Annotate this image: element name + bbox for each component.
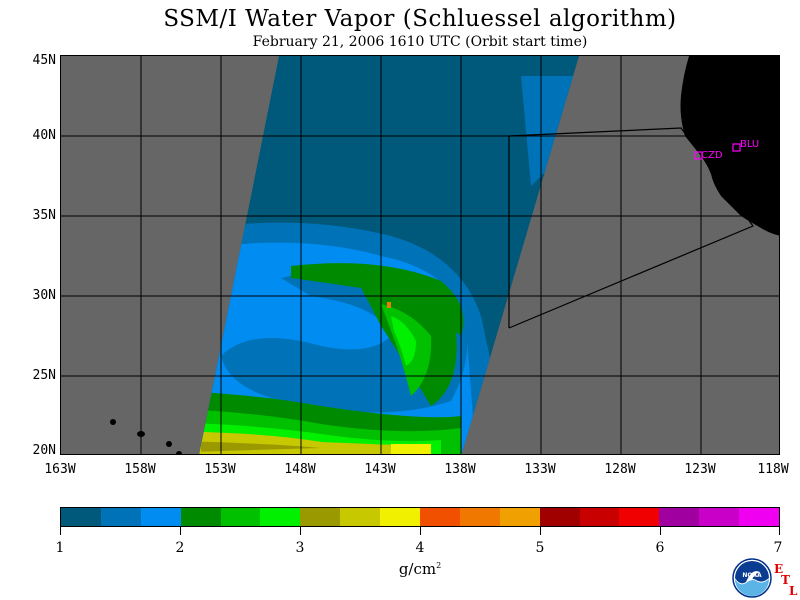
colorbar-segment <box>140 508 181 526</box>
colorbar-segment <box>380 508 421 526</box>
colorbar-label-3: 3 <box>295 540 305 556</box>
station-label-czd: CZD <box>701 150 723 161</box>
lon-label-138w: 138W <box>444 462 476 477</box>
units-exponent: 2 <box>436 561 442 570</box>
land-island <box>166 441 172 447</box>
colorbar-tick <box>420 527 421 535</box>
noaa-logo[interactable]: NOAA <box>732 558 772 598</box>
lat-label-20n: 20N <box>32 443 56 458</box>
colorbar-label-2: 2 <box>175 540 185 556</box>
colorbar-segment <box>300 508 341 526</box>
colorbar-label-5: 5 <box>535 540 545 556</box>
colorbar-label-4: 4 <box>415 540 425 556</box>
colorbar-label-7: 7 <box>773 540 783 556</box>
map-subtitle: February 21, 2006 1610 UTC (Orbit start … <box>252 34 588 50</box>
station-marker-czd[interactable] <box>694 151 703 160</box>
color-bar <box>60 507 780 527</box>
map-title: SSM/I Water Vapor (Schluessel algorithm) <box>163 6 677 32</box>
lon-label-163w: 163W <box>44 462 76 477</box>
colorbar-segment <box>739 508 780 526</box>
units-text: g/cm <box>398 560 437 578</box>
colorbar-tick <box>60 527 61 535</box>
lat-label-45n: 45N <box>32 53 56 68</box>
colorbar-tick <box>300 527 301 535</box>
lon-label-123w: 123W <box>684 462 716 477</box>
colorbar-tick <box>779 527 780 535</box>
lon-label-118w: 118W <box>757 462 789 477</box>
colorbar-segment <box>499 508 540 526</box>
colorbar-segment <box>699 508 740 526</box>
colorbar-segment <box>420 508 460 526</box>
lat-label-30n: 30N <box>32 288 56 303</box>
colorbar-label-1: 1 <box>55 540 65 556</box>
lon-label-143w: 143W <box>364 462 396 477</box>
lon-label-128w: 128W <box>604 462 636 477</box>
noaa-logo-text: NOAA <box>742 572 762 579</box>
colorbar-segment <box>61 508 101 526</box>
land-island <box>176 451 182 454</box>
colorbar-tick <box>540 527 541 535</box>
etl-letter-e: E <box>774 562 784 576</box>
colorbar-segment <box>220 508 261 526</box>
colorbar-segment <box>459 508 500 526</box>
domain-boundary <box>508 127 754 329</box>
colorbar-tick <box>180 527 181 535</box>
land-california <box>680 56 779 236</box>
lat-label-35n: 35N <box>32 208 56 223</box>
colorbar-units: g/cm2 <box>380 560 460 578</box>
colorbar-label-6: 6 <box>655 540 665 556</box>
lon-label-133w: 133W <box>524 462 556 477</box>
water-vapor-map[interactable]: CZD BLU <box>60 55 780 455</box>
land-island <box>110 419 116 425</box>
lon-label-148w: 148W <box>284 462 316 477</box>
map-canvas: CZD BLU <box>61 56 779 454</box>
colorbar-tick <box>660 527 661 535</box>
etl-letter-l: L <box>789 584 798 598</box>
colorbar-segment <box>180 508 221 526</box>
lon-label-158w: 158W <box>124 462 156 477</box>
lat-label-25n: 25N <box>32 368 56 383</box>
colorbar-segment <box>340 508 381 526</box>
station-label-blu: BLU <box>740 139 759 150</box>
colorbar-segment <box>619 508 660 526</box>
lon-label-153w: 153W <box>204 462 236 477</box>
station-marker-blu[interactable] <box>732 143 741 152</box>
colorbar-segment <box>659 508 700 526</box>
graticule <box>61 56 779 454</box>
colorbar-segment <box>539 508 580 526</box>
lat-label-40n: 40N <box>32 128 56 143</box>
colorbar-segment <box>579 508 620 526</box>
etl-letter-t: T <box>781 573 790 587</box>
colorbar-segment <box>260 508 301 526</box>
colorbar-segment <box>100 508 141 526</box>
